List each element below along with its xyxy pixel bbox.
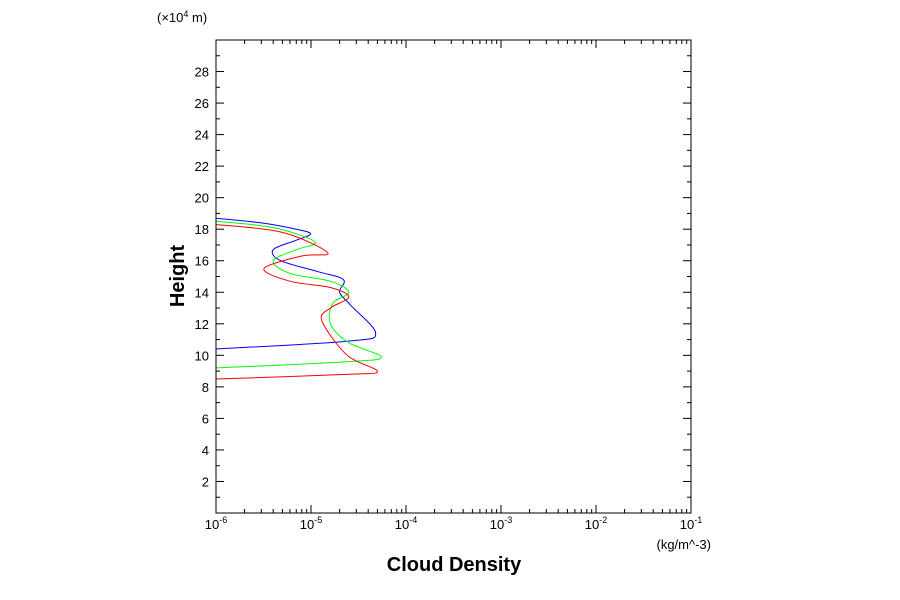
axis-ticks (215, 39, 691, 514)
y-tick-label: 12 (195, 317, 209, 332)
y-unit-suffix: m) (188, 10, 207, 25)
y-axis-unit: (×104 m) (157, 9, 207, 25)
x-tick-base: 10 (300, 517, 314, 532)
x-tick-label: 10-1 (680, 515, 702, 532)
x-tick-labels: 10-6 10-5 10-4 10-3 10-2 10-1 (205, 515, 702, 532)
y-tick-label: 8 (202, 380, 209, 395)
y-tick-label: 6 (202, 411, 209, 426)
x-tick-base: 10 (395, 517, 409, 532)
series-line-3 (215, 224, 378, 380)
x-tick-exponent: -4 (409, 515, 417, 525)
x-tick-label: 10-3 (490, 515, 512, 532)
y-unit-exponent: 4 (183, 9, 188, 19)
x-axis-unit: (kg/m^-3) (657, 537, 712, 552)
x-tick-label: 10-2 (585, 515, 607, 532)
x-tick-exponent: -3 (504, 515, 512, 525)
x-axis-title: Cloud Density (387, 554, 522, 576)
y-tick-label: 22 (195, 159, 209, 174)
x-tick-exponent: -5 (314, 515, 322, 525)
y-unit-prefix: (×10 (157, 10, 183, 25)
y-tick-label: 10 (195, 348, 209, 363)
y-tick-label: 20 (195, 191, 209, 206)
plot-frame (215, 39, 692, 514)
y-tick-label: 24 (195, 128, 209, 143)
series-line-2 (215, 220, 382, 369)
x-tick-exponent: -1 (694, 515, 702, 525)
x-tick-label: 10-4 (395, 515, 417, 532)
x-tick-base: 10 (680, 517, 694, 532)
y-tick-label: 4 (202, 443, 209, 458)
series-line-1 (215, 217, 377, 350)
series-layer (215, 217, 382, 380)
y-tick-label: 2 (202, 474, 209, 489)
x-tick-label: 10-6 (205, 515, 227, 532)
y-tick-label: 16 (195, 254, 209, 269)
x-tick-base: 10 (490, 517, 504, 532)
x-tick-base: 10 (205, 517, 219, 532)
y-tick-label: 26 (195, 96, 209, 111)
y-tick-label: 28 (195, 65, 209, 80)
x-tick-exponent: -2 (599, 515, 607, 525)
x-tick-base: 10 (585, 517, 599, 532)
y-tick-label: 14 (195, 285, 209, 300)
x-tick-label: 10-5 (300, 515, 322, 532)
y-axis-title: Height (167, 245, 189, 308)
x-tick-exponent: -6 (219, 515, 227, 525)
y-tick-label: 18 (195, 222, 209, 237)
